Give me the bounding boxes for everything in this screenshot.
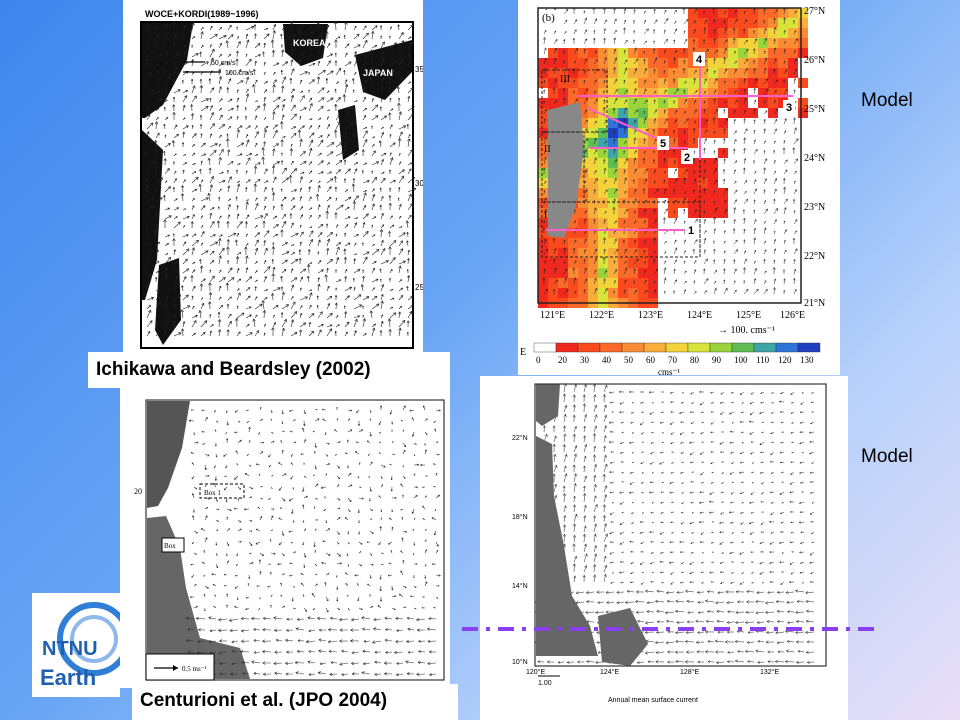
colorbar-tick: 0	[536, 355, 541, 365]
obs-bottom-lat-20: 20	[134, 487, 142, 496]
region-label-1: I	[544, 210, 547, 221]
model-b-footer: Annual mean surface current	[608, 697, 698, 704]
obs-top-lat-1: 35° N	[415, 65, 423, 74]
model-b-scale: 1.00	[538, 680, 552, 687]
model-vector-scale: → 100. cms⁻¹	[718, 325, 775, 336]
logo-earth-text: Earth	[40, 665, 96, 690]
model-label-top: Model	[861, 90, 913, 111]
obs-top-lat-3: 25°	[415, 283, 423, 292]
obs-map-bottom: Box 1 Box 20 0.5 ms⁻¹	[120, 388, 450, 688]
colorbar-tick: 70	[668, 355, 678, 365]
model-lon-126: 126°E	[780, 310, 805, 321]
colorbar-tick: 130	[800, 355, 814, 365]
model-lat-24: 24°N	[804, 153, 825, 164]
model-label-bottom: Model	[861, 446, 913, 467]
region-label-2: II	[544, 144, 551, 155]
obs-top-vector-field	[144, 20, 417, 337]
kyushu-land	[338, 105, 359, 160]
colorbar-tick: 80	[690, 355, 700, 365]
model-lat-27: 27°N	[804, 6, 825, 17]
obs-bottom-vector-field	[185, 405, 441, 677]
model-top-vector-field	[542, 7, 799, 295]
model-lat-26: 26°N	[804, 55, 825, 66]
model-b-lon-132: 132°E	[760, 668, 779, 676]
model-map-top-figure: (b) III II I 4 3 5 2 1 27°N 26°N 25°N 24…	[518, 0, 840, 375]
box-label-2: Box	[164, 542, 176, 550]
colorbar-tick: 120	[778, 355, 792, 365]
taiwan-south-land	[536, 384, 560, 426]
luzon-land-north	[147, 401, 190, 508]
section-number-1: 1	[688, 225, 694, 237]
section-number-5: 5	[660, 138, 666, 150]
philippines-land	[147, 516, 250, 679]
obs-map-top: WOCE+KORDI(1989~1996) 50 cm/s 100 cm/s K…	[123, 0, 423, 355]
japan-land	[355, 40, 412, 100]
colorbar-tick: 50	[624, 355, 634, 365]
model-lon-122: 122°E	[589, 310, 614, 321]
taiwan-land	[155, 258, 181, 345]
colorbar: 0 20 30 40 50 60 70 80 90 100 110 120 130	[533, 342, 821, 365]
obs-top-legend-2: 100 cm/s	[225, 70, 254, 77]
colorbar-unit: cms⁻¹	[658, 367, 680, 375]
luzon-land	[536, 436, 598, 656]
china-coast-north	[142, 23, 193, 118]
obs-top-lat-2: 30°	[415, 179, 423, 188]
colorbar-tick: 90	[712, 355, 722, 365]
model-lon-121: 121°E	[540, 310, 565, 321]
model-map-bottom: 22°N 18°N 14°N 10°N 120°E 124°E 128°E 13…	[480, 376, 848, 720]
colorbar-tick: 30	[580, 355, 590, 365]
logo-ntnu-text: NTNU	[42, 638, 98, 660]
region-label-3: III	[560, 74, 570, 85]
obs-map-bottom-figure: Box 1 Box 20 0.5 ms⁻¹	[120, 388, 450, 688]
model-lon-123: 123°E	[638, 310, 663, 321]
caption-ichikawa: Ichikawa and Beardsley (2002)	[88, 352, 450, 388]
ntnu-logo-graphic: NTNU Earth	[40, 602, 120, 690]
mindanao-land	[598, 608, 648, 666]
model-lat-21: 21°N	[804, 298, 825, 309]
ntnu-earth-logo: NTNU Earth	[32, 593, 120, 697]
model-lat-25: 25°N	[804, 104, 825, 115]
section-number-2: 2	[684, 152, 690, 164]
model-lat-23: 23°N	[804, 202, 825, 213]
model-b-lat-18: 18°N	[512, 513, 528, 521]
model-lat-22: 22°N	[804, 251, 825, 262]
china-coast-south	[142, 130, 163, 300]
section-number-4: 4	[696, 54, 703, 66]
model-b-lon-120: 120°E	[526, 668, 545, 676]
section-number-3: 3	[786, 102, 792, 114]
obs-top-legend-1: 50 cm/s	[211, 60, 236, 67]
japan-label: JAPAN	[363, 68, 393, 78]
colorbar-tick: 100	[734, 355, 748, 365]
model-lon-124: 124°E	[687, 310, 712, 321]
colorbar-tick: 60	[646, 355, 656, 365]
colorbar-tick: 40	[602, 355, 612, 365]
model-speed-field	[538, 8, 808, 308]
model-lon-125: 125°E	[736, 310, 761, 321]
obs-bottom-scale: 0.5 ms⁻¹	[182, 665, 206, 673]
model-b-lon-124: 124°E	[600, 668, 619, 676]
model-b-lat-14: 14°N	[512, 582, 528, 590]
obs-map-top-figure: WOCE+KORDI(1989~1996) 50 cm/s 100 cm/s K…	[123, 0, 423, 355]
colorbar-tick: 20	[558, 355, 568, 365]
model-map-bottom-figure: 22°N 18°N 14°N 10°N 120°E 124°E 128°E 13…	[480, 376, 848, 720]
colorbar-title: E	[520, 347, 526, 358]
caption-centurioni: Centurioni et al. (JPO 2004)	[132, 684, 458, 720]
model-taiwan-land	[548, 102, 584, 238]
model-b-lat-10: 10°N	[512, 658, 528, 666]
korea-label: KOREA	[293, 38, 326, 48]
model-b-lat-22: 22°N	[512, 434, 528, 442]
colorbar-tick: 110	[756, 355, 770, 365]
model-b-lon-128: 128°E	[680, 668, 699, 676]
obs-top-title: WOCE+KORDI(1989~1996)	[145, 9, 259, 19]
box-label-1: Box 1	[204, 489, 221, 497]
model-map-top: (b) III II I 4 3 5 2 1 27°N 26°N 25°N 24…	[518, 0, 840, 375]
model-panel-label: (b)	[542, 12, 555, 24]
